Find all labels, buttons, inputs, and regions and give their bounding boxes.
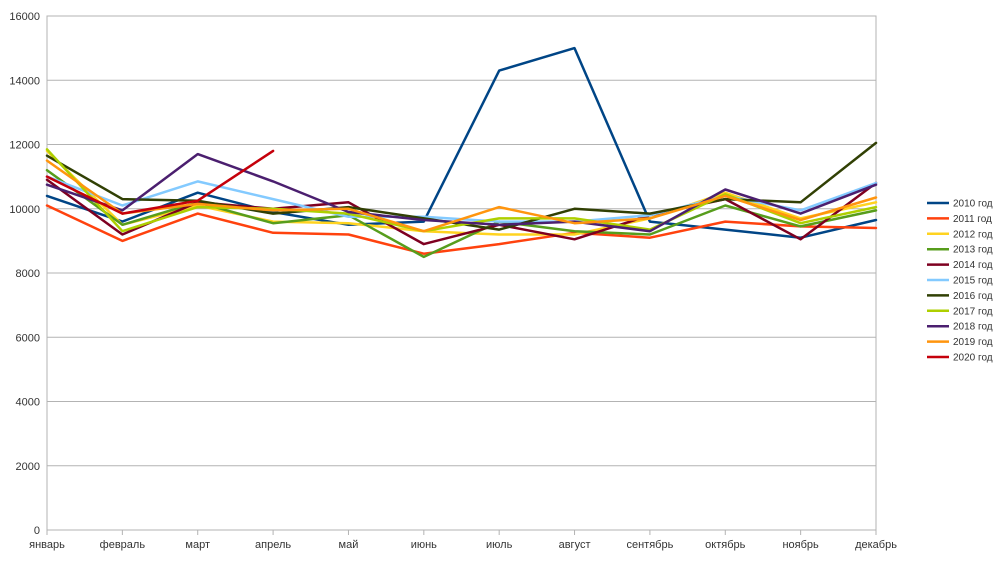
legend-label: 2013 год	[953, 245, 993, 256]
x-tick-label: июнь	[411, 539, 437, 551]
series-line-2010-год	[45, 46, 878, 239]
y-tick-label: 14000	[9, 75, 40, 87]
legend-label: 2010 год	[953, 199, 993, 210]
y-tick-label: 10000	[9, 204, 40, 216]
x-tick-label: март	[185, 539, 210, 551]
y-tick-label: 12000	[9, 140, 40, 152]
y-tick-label: 2000	[16, 461, 40, 473]
x-tick-label: октябрь	[705, 539, 745, 551]
y-tick-label: 16000	[9, 11, 40, 23]
legend-label: 2016 год	[953, 291, 993, 302]
legend: 2010 год 2011 год 2012 год 2013 год 2014 год…	[927, 199, 993, 364]
legend-label: 2014 год	[953, 260, 993, 271]
x-tick-label: сентябрь	[626, 539, 673, 551]
axes: 0 2000 4000 6000 8000 10000 12000 14000 16000 янв…	[9, 11, 897, 551]
legend-label: 2018 год	[953, 322, 993, 333]
series-line-2018-год	[45, 152, 878, 233]
x-tick-label: февраль	[100, 539, 146, 551]
legend-label: 2017 год	[953, 306, 993, 317]
series-line-2014-год	[45, 178, 878, 246]
y-tick-label: 4000	[16, 397, 40, 409]
legend-label: 2011 год	[953, 214, 992, 225]
x-tick-label: август	[559, 539, 591, 551]
legend-label: 2019 год	[953, 337, 993, 348]
y-tick-label: 8000	[16, 268, 40, 280]
series-line-2020-год	[45, 149, 275, 215]
x-tick-label: апрель	[255, 539, 291, 551]
legend-label: 2012 год	[953, 229, 993, 240]
legend-label: 2020 год	[953, 353, 993, 364]
y-tick-label: 0	[34, 525, 40, 537]
legend-label: 2015 год	[953, 276, 993, 287]
y-tick-label: 6000	[16, 332, 40, 344]
x-tick-label: май	[339, 539, 359, 551]
x-tick-label: январь	[29, 539, 65, 551]
series-line-2011-год	[45, 204, 878, 255]
gridlines	[46, 15, 877, 531]
x-tick-label: декабрь	[855, 539, 897, 551]
x-tick-label: июль	[486, 539, 513, 551]
series-lines	[45, 46, 878, 259]
series-line-2019-год	[45, 159, 878, 233]
x-tick-label: ноябрь	[782, 539, 819, 551]
